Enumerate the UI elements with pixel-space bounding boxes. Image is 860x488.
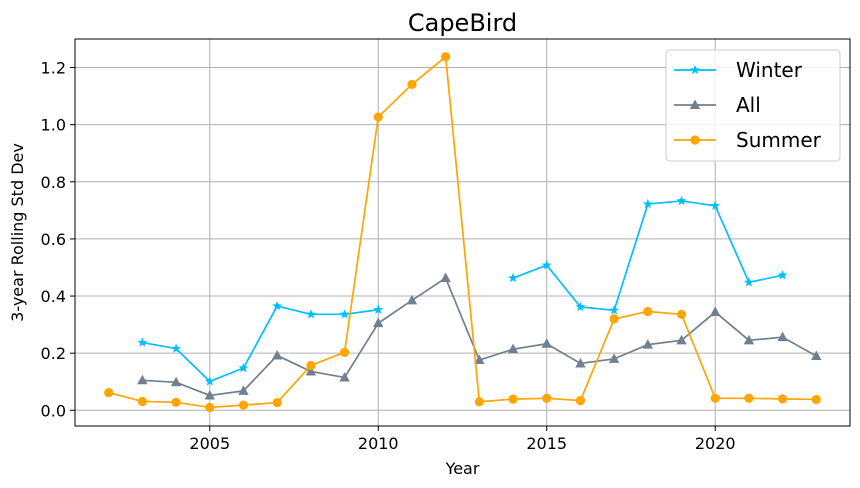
- data-point-summer: [542, 393, 552, 403]
- data-point-all: [811, 350, 822, 361]
- data-point-all: [743, 334, 755, 345]
- data-point-winter: [272, 300, 283, 311]
- data-point-summer: [710, 393, 720, 403]
- legend-label: Summer: [736, 128, 822, 152]
- data-point-summer: [205, 402, 215, 413]
- data-point-summer: [609, 314, 619, 324]
- data-point-summer: [508, 394, 518, 404]
- legend-label: Winter: [736, 58, 803, 82]
- data-point-summer: [643, 306, 653, 317]
- x-tick-label: 2015: [526, 434, 567, 453]
- x-axis-label: Year: [445, 459, 480, 478]
- legend: Winter All Summer: [665, 49, 841, 162]
- data-point-all: [440, 272, 451, 283]
- data-point-summer: [575, 395, 586, 406]
- y-tick-label: 1.2: [41, 59, 66, 78]
- data-point-all: [541, 338, 552, 348]
- data-point-summer: [171, 397, 181, 407]
- data-point-winter: [575, 301, 586, 312]
- data-point-winter: [171, 343, 182, 353]
- data-point-winter: [743, 277, 754, 287]
- data-point-summer: [104, 387, 114, 398]
- data-point-all: [305, 365, 317, 376]
- legend-marker: [689, 99, 701, 109]
- data-point-all: [406, 294, 418, 305]
- legend-box: [665, 49, 841, 162]
- data-point-all: [575, 357, 586, 368]
- data-point-summer: [238, 400, 249, 410]
- data-point-summer: [306, 360, 316, 371]
- legend-item-summer: Summer: [674, 128, 822, 152]
- data-point-summer: [407, 79, 417, 90]
- data-point-all: [777, 331, 788, 342]
- data-point-winter: [676, 195, 687, 206]
- y-tick-label: 1.0: [41, 116, 66, 135]
- legend-label: All: [736, 93, 761, 117]
- data-point-all: [507, 343, 519, 354]
- legend-item-winter: Winter: [674, 58, 803, 82]
- data-point-winter: [204, 376, 215, 386]
- data-point-summer: [676, 309, 687, 319]
- data-point-all: [137, 374, 148, 385]
- data-point-summer: [744, 393, 754, 403]
- y-tick-label: 0.8: [41, 173, 66, 192]
- data-point-all: [271, 349, 283, 360]
- data-point-winter: [609, 305, 620, 315]
- series-line-summer: [108, 55, 817, 409]
- data-point-summer: [811, 394, 821, 405]
- y-tick-label: 0.2: [41, 344, 66, 363]
- data-point-all: [170, 376, 182, 387]
- data-point-all: [204, 389, 215, 400]
- series-summer: [104, 52, 821, 413]
- data-point-winter: [710, 200, 721, 210]
- chart-title: CapeBird: [408, 9, 517, 37]
- data-point-summer: [272, 397, 282, 408]
- data-point-winter: [305, 309, 316, 319]
- data-point-summer: [339, 347, 350, 357]
- data-point-all: [238, 385, 249, 395]
- x-tick-label: 2010: [358, 434, 399, 453]
- data-point-all: [339, 371, 350, 382]
- data-point-winter: [541, 260, 552, 270]
- series-layer: [104, 52, 822, 413]
- legend-item-all: All: [674, 93, 761, 117]
- data-point-all: [474, 354, 485, 365]
- y-axis-label: 3-year Rolling Std Dev: [8, 143, 27, 322]
- data-point-all: [608, 353, 620, 363]
- data-point-summer: [373, 112, 383, 122]
- y-tick-label: 0.6: [41, 230, 66, 249]
- y-tick-label: 0.0: [41, 401, 66, 420]
- data-point-summer: [474, 397, 484, 407]
- series-all: [137, 272, 822, 400]
- data-point-winter: [642, 198, 653, 209]
- data-point-winter: [137, 337, 148, 347]
- data-point-summer: [137, 396, 147, 407]
- y-tick-label: 0.4: [41, 287, 66, 306]
- y-axis: 0.0 0.2 0.4 0.6 0.8 1.0 1.2: [41, 59, 75, 420]
- data-point-winter: [508, 272, 518, 283]
- series-winter: [137, 195, 788, 386]
- data-point-all: [373, 317, 384, 328]
- x-tick-label: 2020: [695, 434, 736, 453]
- plot-frame: [74, 38, 851, 427]
- data-point-winter: [238, 362, 249, 373]
- legend-marker: [690, 135, 700, 145]
- data-point-winter: [373, 304, 384, 314]
- x-tick-label: 2005: [189, 434, 230, 453]
- x-axis: 2005 2010 2015 2020: [189, 426, 736, 453]
- data-point-all: [710, 306, 721, 317]
- data-point-winter: [777, 270, 788, 280]
- data-point-winter: [339, 309, 350, 319]
- data-point-summer: [778, 394, 788, 404]
- data-point-all: [676, 334, 687, 345]
- legend-marker: [690, 64, 700, 75]
- data-point-all: [642, 339, 654, 349]
- data-point-summer: [441, 52, 451, 62]
